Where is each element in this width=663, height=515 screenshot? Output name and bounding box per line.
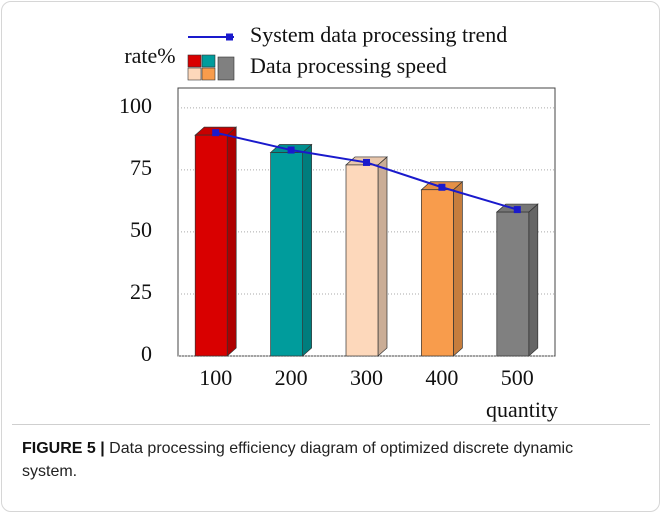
legend-swatch	[187, 67, 202, 81]
legend-label: Data processing speed	[250, 53, 447, 78]
trend-marker	[212, 129, 220, 137]
caption-text: Data processing efficiency diagram of op…	[22, 440, 574, 480]
bar	[496, 211, 530, 357]
bar	[345, 164, 379, 357]
x-tick-label: 300	[350, 365, 383, 390]
bar	[194, 134, 228, 357]
x-tick-label: 500	[501, 365, 534, 390]
bar-side	[453, 180, 463, 357]
legend-swatch	[201, 54, 216, 68]
bar-side	[377, 156, 388, 357]
x-tick-label: 200	[275, 365, 308, 390]
trend-marker	[363, 158, 370, 166]
y-tick-label: 0	[141, 341, 152, 366]
caption-rule	[12, 424, 650, 425]
legend-swatch	[217, 56, 235, 81]
legend-swatch	[201, 67, 216, 81]
trend-marker	[513, 206, 521, 214]
caption-label: FIGURE 5 |	[22, 440, 105, 457]
bar-side	[226, 126, 237, 357]
trend-marker	[438, 183, 446, 191]
legend-label: System data processing trend	[250, 22, 507, 47]
bar-side	[302, 143, 312, 357]
y-tick-label: 75	[130, 155, 152, 180]
caption: FIGURE 5 | Data processing efficiency di…	[22, 437, 622, 483]
y-tick-label: 25	[130, 279, 152, 304]
y-tick-label: 100	[119, 93, 152, 118]
trend-marker	[287, 146, 295, 154]
x-tick-label: 100	[199, 365, 232, 390]
bar-side	[528, 203, 539, 357]
y-tick-label: 50	[130, 217, 152, 242]
x-axis-label: quantity	[486, 397, 558, 422]
bar	[421, 189, 454, 357]
legend-marker	[226, 33, 233, 41]
chart: rate% quantity 0 25 50 75 100 100 200 300 400 500…	[119, 22, 558, 422]
y-axis-label: rate%	[124, 43, 175, 68]
legend-swatch	[187, 54, 202, 68]
x-tick-label: 400	[425, 365, 458, 390]
bar	[270, 152, 303, 357]
